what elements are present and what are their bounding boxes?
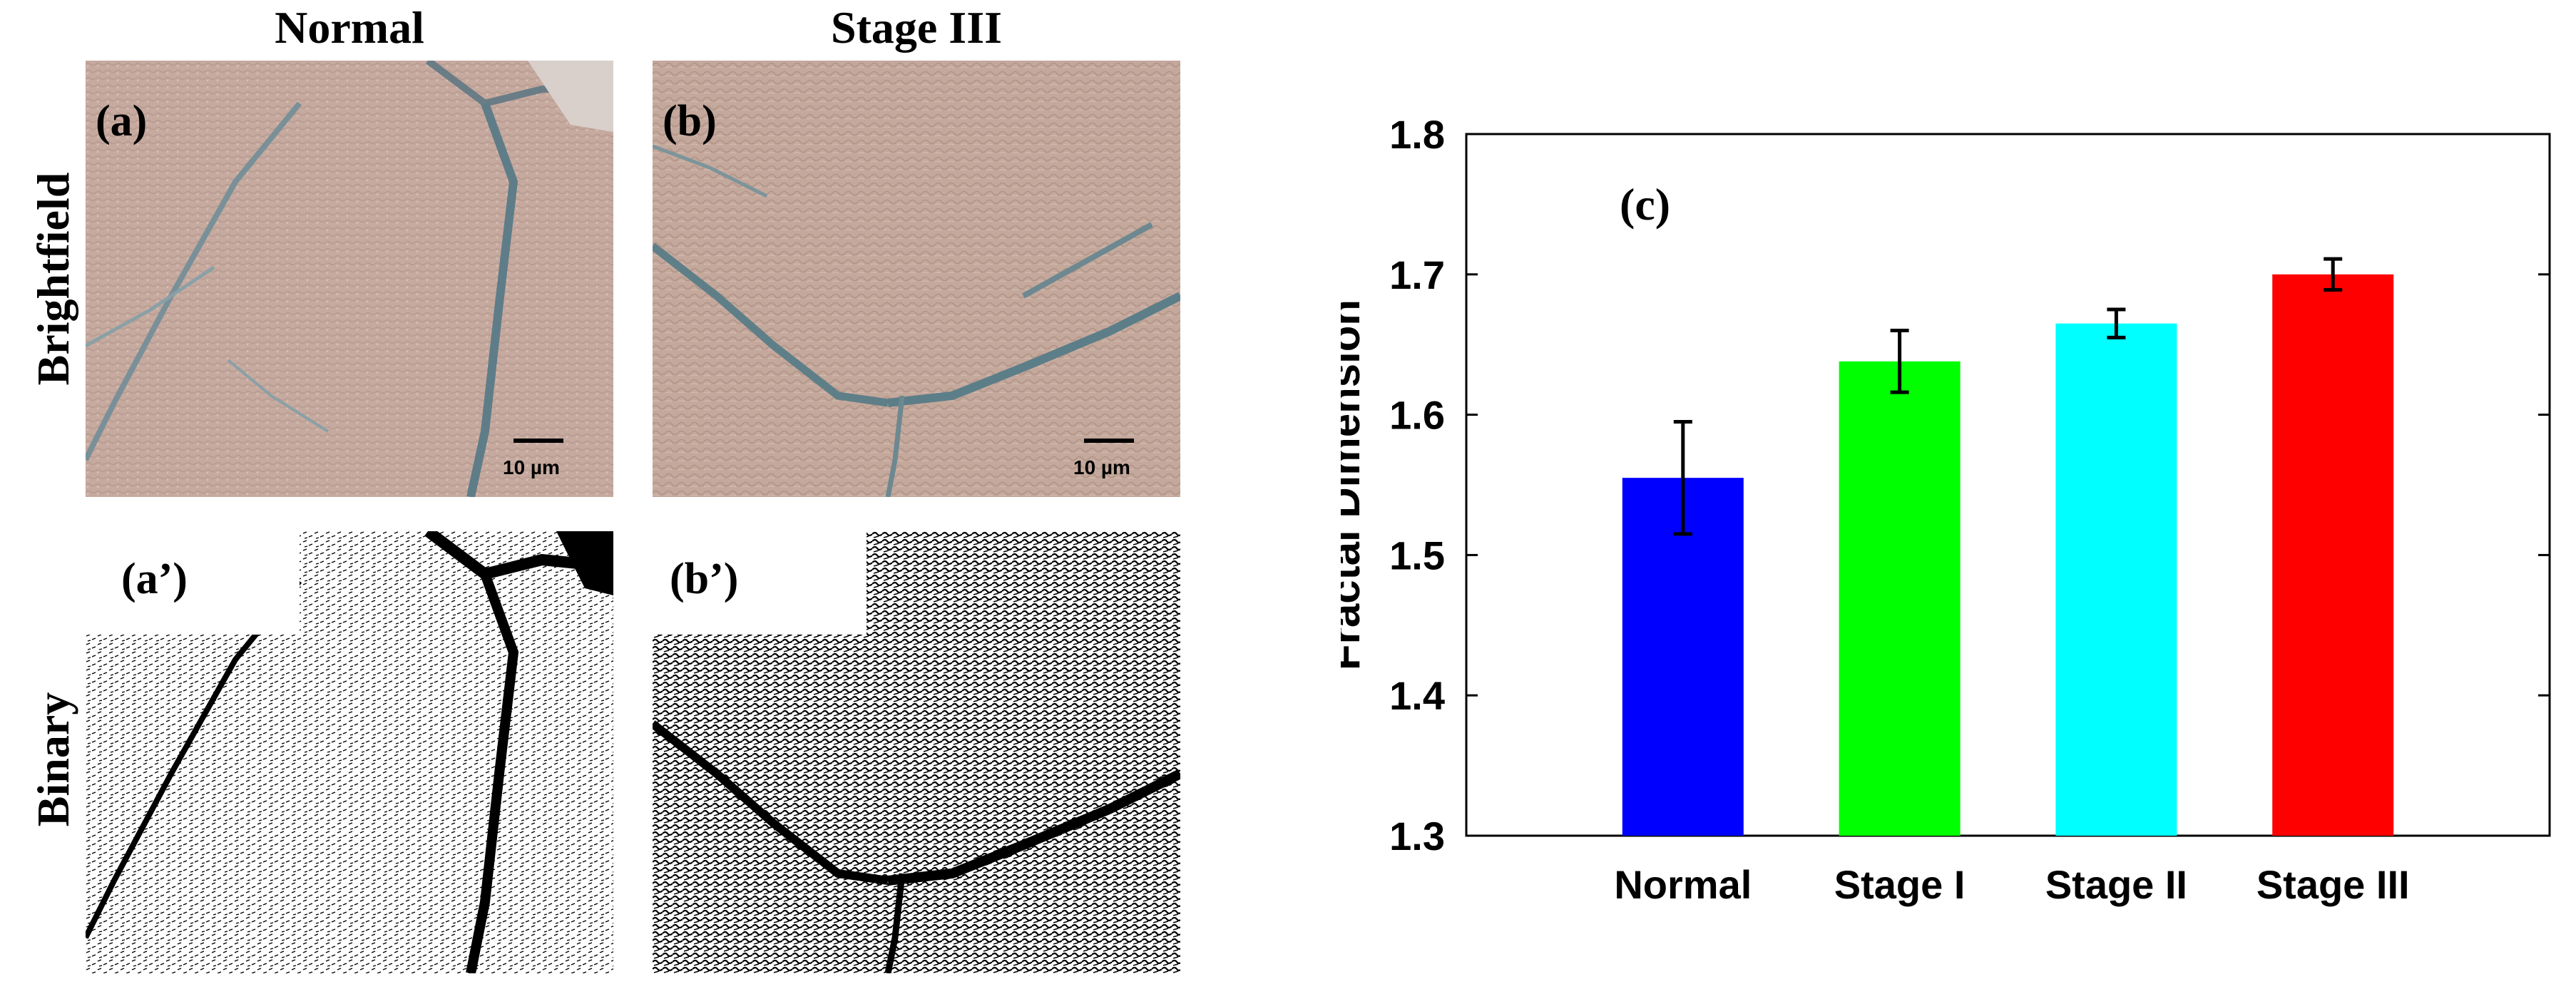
- panel-label-b-prime: (b’): [670, 555, 739, 603]
- panel-label-a: (a): [96, 97, 148, 145]
- panel-label-c: (c): [1620, 179, 1670, 230]
- label-background-a-prime: [86, 531, 300, 635]
- panel-label-a-prime: (a’): [121, 555, 188, 603]
- y-tick-label: 1.7: [1389, 252, 1445, 297]
- scale-bar-label-b: 10 µm: [1073, 456, 1130, 478]
- y-tick-label: 1.6: [1389, 393, 1445, 438]
- column-header-normal: Normal: [275, 2, 424, 53]
- scale-bar-a: [513, 439, 563, 443]
- fractal-dimension-bar-chart: 1.3 1.4 1.5 1.6 1.7 1.8 Normal Stage I Stage II S…: [1341, 112, 2551, 907]
- chart-error-bars: [1673, 257, 2343, 536]
- y-tick-label: 1.5: [1389, 533, 1445, 578]
- brightfield-stage-iii-texture: [653, 61, 1180, 497]
- column-header-stage-iii: Stage III: [830, 2, 1003, 53]
- x-tick-label: Normal: [1614, 862, 1752, 907]
- brightfield-normal-texture: [86, 61, 613, 497]
- scale-bar-label-a: 10 µm: [503, 456, 560, 478]
- bar-normal: [1622, 478, 1744, 836]
- brightfield-stage-iii-image: (b) 10 µm: [653, 61, 1180, 497]
- bar-stage-i: [1839, 361, 1961, 836]
- x-tick-label: Stage III: [2256, 862, 2410, 907]
- binary-normal-image: (a’): [86, 531, 613, 973]
- bar-stage-ii: [2055, 323, 2177, 836]
- scale-bar-b: [1084, 439, 1134, 443]
- x-tick-label: Stage II: [2045, 862, 2187, 907]
- y-tick-label: 1.8: [1389, 112, 1445, 157]
- x-tick-label: Stage I: [1834, 862, 1966, 907]
- bar-stage-iii: [2272, 274, 2394, 836]
- chart-labels: 1.3 1.4 1.5 1.6 1.7 1.8 Normal Stage I Stage II S…: [1341, 112, 2410, 907]
- y-tick-label: 1.3: [1389, 814, 1445, 859]
- y-tick-label: 1.4: [1389, 673, 1445, 718]
- plot-frame: [1465, 133, 2551, 837]
- chart-bars: [1622, 274, 2394, 836]
- label-background-b-prime: [653, 531, 867, 635]
- binary-stage-iii-texture: [653, 531, 1180, 973]
- y-axis-label: Fractal Dimension: [1341, 299, 1369, 670]
- panel-label-b: (b): [663, 97, 717, 145]
- binary-stage-iii-image: (b’): [653, 531, 1180, 973]
- row-header-binary: Binary: [28, 692, 78, 827]
- row-header-brightfield: Brightfield: [28, 172, 78, 386]
- brightfield-normal-image: (a) 10 µm: [86, 61, 613, 497]
